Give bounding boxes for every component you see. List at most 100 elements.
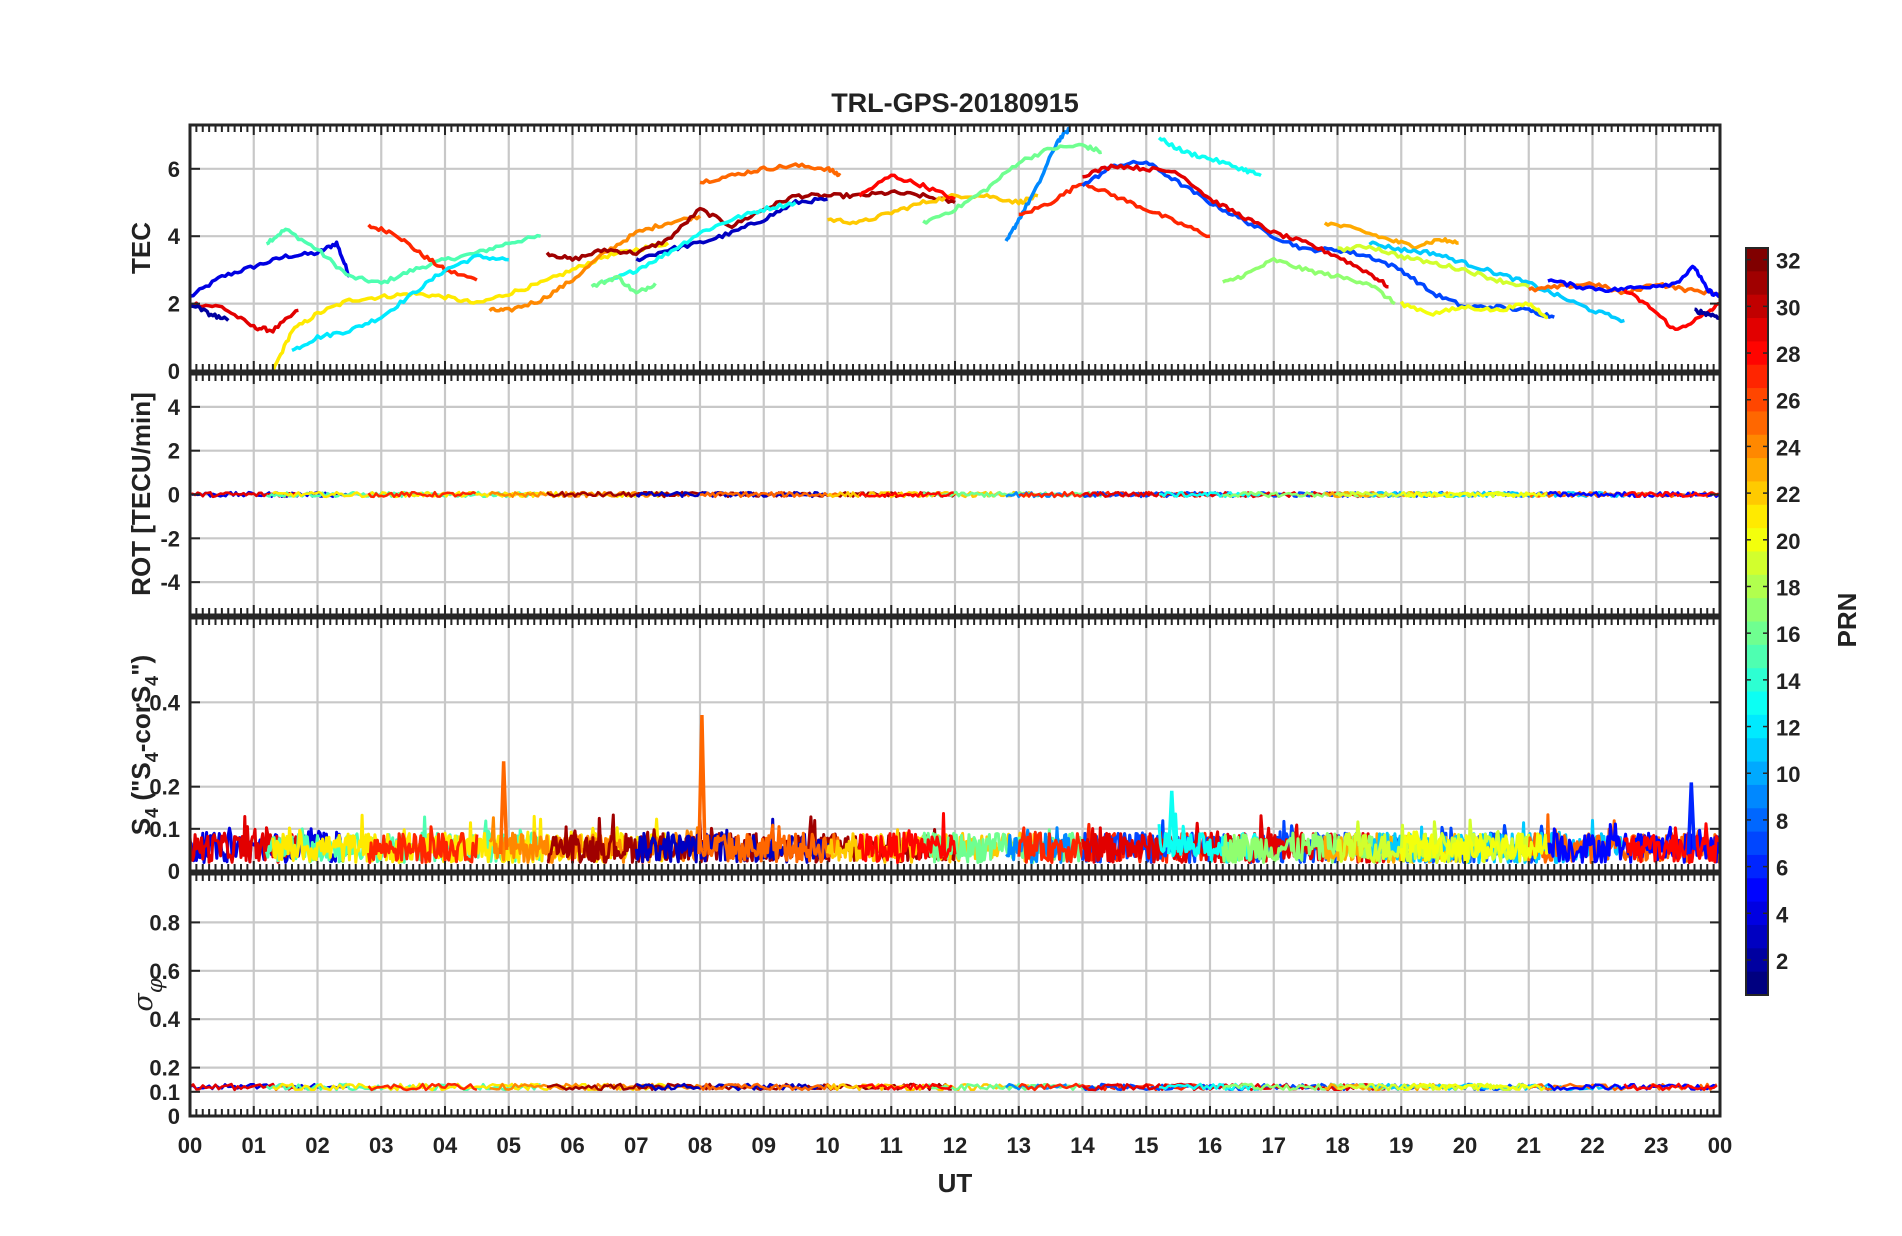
tec-series-prn-16 [922, 142, 1103, 225]
tec-series-prn-27 [1018, 181, 1211, 239]
sigma-phi-series-prn-27 [367, 1082, 478, 1092]
sigma-phi-series-prn-27 [1017, 1082, 1208, 1092]
sigma-phi-series-prn-25 [699, 1082, 838, 1092]
s4-series-prn-20 [1399, 830, 1549, 864]
colorbar-swatch [1746, 808, 1768, 833]
x-axis-label: UT [938, 1168, 973, 1198]
tec-series-prn-12 [291, 253, 509, 352]
tec-series-prn-27 [367, 223, 478, 282]
s4-peak-prn-13 [1167, 790, 1177, 855]
colorbar-swatch [1746, 691, 1768, 716]
colorbar-swatch [1746, 948, 1768, 973]
sigma-phi-series-prn-20 [1400, 1082, 1546, 1092]
tec-series-prn-28 [1623, 288, 1720, 332]
colorbar-tick-label: 24 [1776, 435, 1801, 460]
x-tick-label: 19 [1389, 1133, 1413, 1158]
colorbar-tick-label: 10 [1776, 762, 1800, 787]
tec-series-prn-23 [1323, 221, 1459, 251]
colorbar-tick-label: 8 [1776, 809, 1788, 834]
tec-series-prn-20 [1399, 300, 1549, 320]
colorbar-tick-label: 32 [1776, 249, 1800, 274]
rot-series-group [190, 490, 1720, 499]
y-tick-label: 0.1 [149, 1080, 180, 1105]
colorbar-swatch [1746, 388, 1768, 413]
x-tick-label: 23 [1644, 1133, 1668, 1158]
colorbar-swatch [1746, 924, 1768, 949]
colorbar-swatch [1746, 714, 1768, 739]
colorbar-frame [1745, 247, 1769, 996]
colorbar-swatch [1746, 598, 1768, 623]
x-tick-label: 11 [880, 1133, 903, 1158]
tec-series-prn-22 [827, 192, 1039, 226]
colorbar-tick-label: 26 [1776, 389, 1800, 414]
s4-peak-prn-25 [498, 761, 509, 855]
rot-series-prn-13 [1158, 490, 1262, 499]
colorbar-swatch [1746, 248, 1768, 272]
y-tick-label: 0 [168, 359, 180, 384]
colorbar-swatch [1746, 971, 1768, 996]
x-tick-label: 02 [305, 1133, 329, 1158]
colorbar-swatch [1746, 504, 1768, 529]
tec-series-prn-16 [590, 274, 657, 295]
x-tick-label: 14 [1070, 1133, 1095, 1158]
tec-series-prn-31 [545, 189, 956, 262]
rot-series-prn-20 [1400, 491, 1548, 499]
y-tick-label: 0 [168, 483, 180, 508]
tec-series-prn-24 [488, 214, 702, 313]
x-tick-label: 17 [1262, 1133, 1286, 1158]
x-tick-label: 04 [433, 1133, 458, 1158]
colorbar-swatch [1746, 738, 1768, 763]
x-tick-label: 12 [943, 1133, 967, 1158]
y-tick-label: 4 [168, 395, 181, 420]
s4-peak-prn-25 [697, 714, 707, 855]
colorbar-tick-label: 16 [1776, 622, 1800, 647]
x-tick-label: 05 [497, 1133, 521, 1158]
rot-series-prn-25 [699, 490, 841, 499]
tec-series-prn-11 [1368, 240, 1625, 324]
chart-title: TRL-GPS-20180915 [831, 88, 1079, 118]
y-tick-label: 0.4 [149, 690, 180, 715]
y-tick-label: 0.6 [149, 959, 180, 984]
sigma-phi-series-prn-19 [1337, 1082, 1527, 1092]
colorbar-swatch [1746, 761, 1768, 786]
colorbar-swatch [1746, 434, 1768, 459]
y-tick-label: 0.4 [149, 1007, 180, 1032]
tec-series-prn-4 [190, 240, 351, 298]
y-tick-label: 0.8 [149, 910, 180, 935]
colorbar-swatch [1746, 878, 1768, 903]
tec-series-prn-7 [1081, 159, 1555, 319]
sigma-phi-series-prn-17 [1221, 1082, 1393, 1092]
y-tick-label: -2 [160, 526, 180, 551]
y-tick-label: 2 [168, 292, 180, 317]
colorbar-swatch [1746, 411, 1768, 436]
s4-series-prn-27 [367, 825, 479, 864]
tec-series-prn-17 [1222, 256, 1396, 306]
tec-series-prn-28 [858, 173, 956, 201]
x-tick-label: 00 [1708, 1133, 1732, 1158]
colorbar-swatch [1746, 528, 1768, 553]
colorbar-tick-label: 28 [1776, 342, 1800, 367]
y-tick-label: 0.2 [149, 775, 180, 800]
colorbar-tick-label: 6 [1776, 856, 1788, 881]
sigma-phi-series-prn-28 [859, 1082, 953, 1091]
colorbar-swatch [1746, 784, 1768, 809]
tec-series-prn-25 [699, 162, 842, 185]
colorbar-tick-label: 12 [1776, 716, 1800, 741]
colorbar-swatch [1746, 271, 1768, 296]
s4-series-prn-28 [857, 812, 957, 864]
y-tick-label: 4 [168, 224, 181, 249]
x-tick-label: 22 [1580, 1133, 1604, 1158]
tec-series-prn-29 [190, 301, 299, 334]
tec-series-prn-13 [603, 201, 797, 284]
x-tick-label: 21 [1517, 1133, 1541, 1158]
x-tick-label: 01 [242, 1133, 266, 1158]
colorbar-swatch [1746, 644, 1768, 669]
colorbar-swatch [1746, 621, 1768, 646]
colorbar-tick-label: 4 [1776, 902, 1789, 927]
tec-series-prn-19 [1337, 243, 1530, 289]
colorbar-swatch [1746, 668, 1768, 693]
y-tick-label: 0 [168, 1104, 180, 1129]
tec-series-prn-2 [190, 302, 230, 322]
